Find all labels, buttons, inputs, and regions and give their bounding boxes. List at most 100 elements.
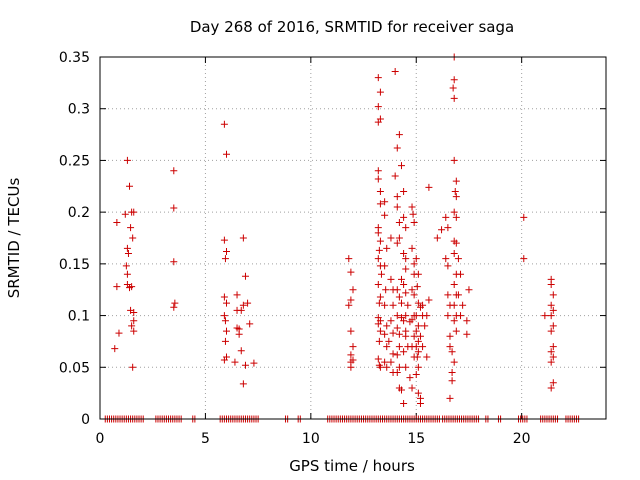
data-point	[549, 353, 557, 361]
data-point	[410, 260, 418, 268]
data-point	[547, 281, 555, 289]
data-point	[220, 312, 228, 320]
data-point	[387, 275, 395, 283]
data-point	[452, 193, 460, 201]
data-point	[375, 246, 383, 254]
y-tick-label: 0.1	[68, 309, 90, 325]
data-point	[127, 224, 135, 232]
data-point	[450, 156, 458, 164]
data-point	[220, 236, 228, 244]
data-point	[235, 330, 243, 338]
data-point	[413, 283, 421, 291]
data-point	[374, 229, 382, 237]
y-tick-label: 0.05	[59, 360, 90, 376]
data-point	[449, 84, 457, 92]
data-point	[413, 353, 421, 361]
data-point	[547, 384, 555, 392]
data-point	[423, 312, 431, 320]
data-point	[397, 162, 405, 170]
data-point	[389, 350, 397, 358]
data-point	[349, 356, 357, 364]
data-point	[123, 244, 131, 252]
data-point	[402, 224, 410, 232]
data-point	[414, 363, 422, 371]
data-point	[444, 224, 452, 232]
data-point	[414, 299, 422, 307]
data-point	[239, 380, 247, 388]
data-point	[375, 337, 383, 345]
data-point	[349, 286, 357, 294]
data-point	[387, 358, 395, 366]
data-point	[444, 291, 452, 299]
data-point	[423, 353, 431, 361]
data-point	[374, 167, 382, 175]
grid	[100, 57, 606, 419]
data-point	[376, 200, 384, 208]
data-point	[547, 327, 555, 335]
data-point	[419, 343, 427, 351]
data-point	[414, 389, 422, 397]
data-point	[400, 213, 408, 221]
data-point	[375, 299, 383, 307]
data-point	[457, 270, 465, 278]
data-point	[397, 386, 405, 394]
data-point	[244, 299, 252, 307]
data-point	[376, 237, 384, 245]
data-point	[381, 198, 389, 206]
data-point	[393, 312, 401, 320]
data-point	[448, 368, 456, 376]
data-point	[412, 327, 420, 335]
data-point	[381, 211, 389, 219]
data-point	[414, 348, 422, 356]
data-point	[400, 281, 408, 289]
data-point	[129, 234, 137, 242]
data-point	[376, 88, 384, 96]
data-point	[408, 384, 416, 392]
plot-frame	[99, 56, 607, 420]
data-point	[416, 332, 424, 340]
data-point	[549, 322, 557, 330]
data-point	[381, 358, 389, 366]
data-point	[402, 255, 410, 263]
data-point	[237, 306, 245, 314]
data-point	[374, 281, 382, 289]
data-point	[454, 291, 462, 299]
data-point	[241, 272, 249, 280]
data-point	[408, 203, 416, 211]
data-point	[452, 239, 460, 247]
data-point	[400, 317, 408, 325]
data-point	[221, 337, 229, 345]
data-point	[349, 343, 357, 351]
data-point	[395, 131, 403, 139]
data-point	[393, 286, 401, 294]
data-point	[381, 330, 389, 338]
data-point	[374, 320, 382, 328]
data-point	[389, 329, 397, 337]
data-point	[414, 270, 422, 278]
data-point	[123, 270, 131, 278]
data-point	[547, 312, 555, 320]
x-axis-ticks: 0 5 10 15 20	[96, 57, 531, 447]
data-point	[397, 299, 405, 307]
data-point	[549, 379, 557, 387]
data-point	[450, 250, 458, 258]
data-point	[408, 244, 416, 252]
data-point	[408, 286, 416, 294]
data-point	[547, 358, 555, 366]
data-point	[347, 268, 355, 276]
data-point	[374, 103, 382, 111]
y-tick-label: 0.35	[59, 50, 90, 66]
data-point	[450, 94, 458, 102]
data-point	[395, 343, 403, 351]
data-point	[444, 262, 452, 270]
data-point	[416, 399, 424, 407]
data-point	[400, 348, 408, 356]
data-point	[387, 317, 395, 325]
data-point	[171, 299, 179, 307]
data-point	[170, 204, 178, 212]
x-tick-label: 0	[96, 431, 105, 447]
data-point	[376, 327, 384, 335]
data-point	[127, 306, 135, 314]
data-point	[425, 296, 433, 304]
